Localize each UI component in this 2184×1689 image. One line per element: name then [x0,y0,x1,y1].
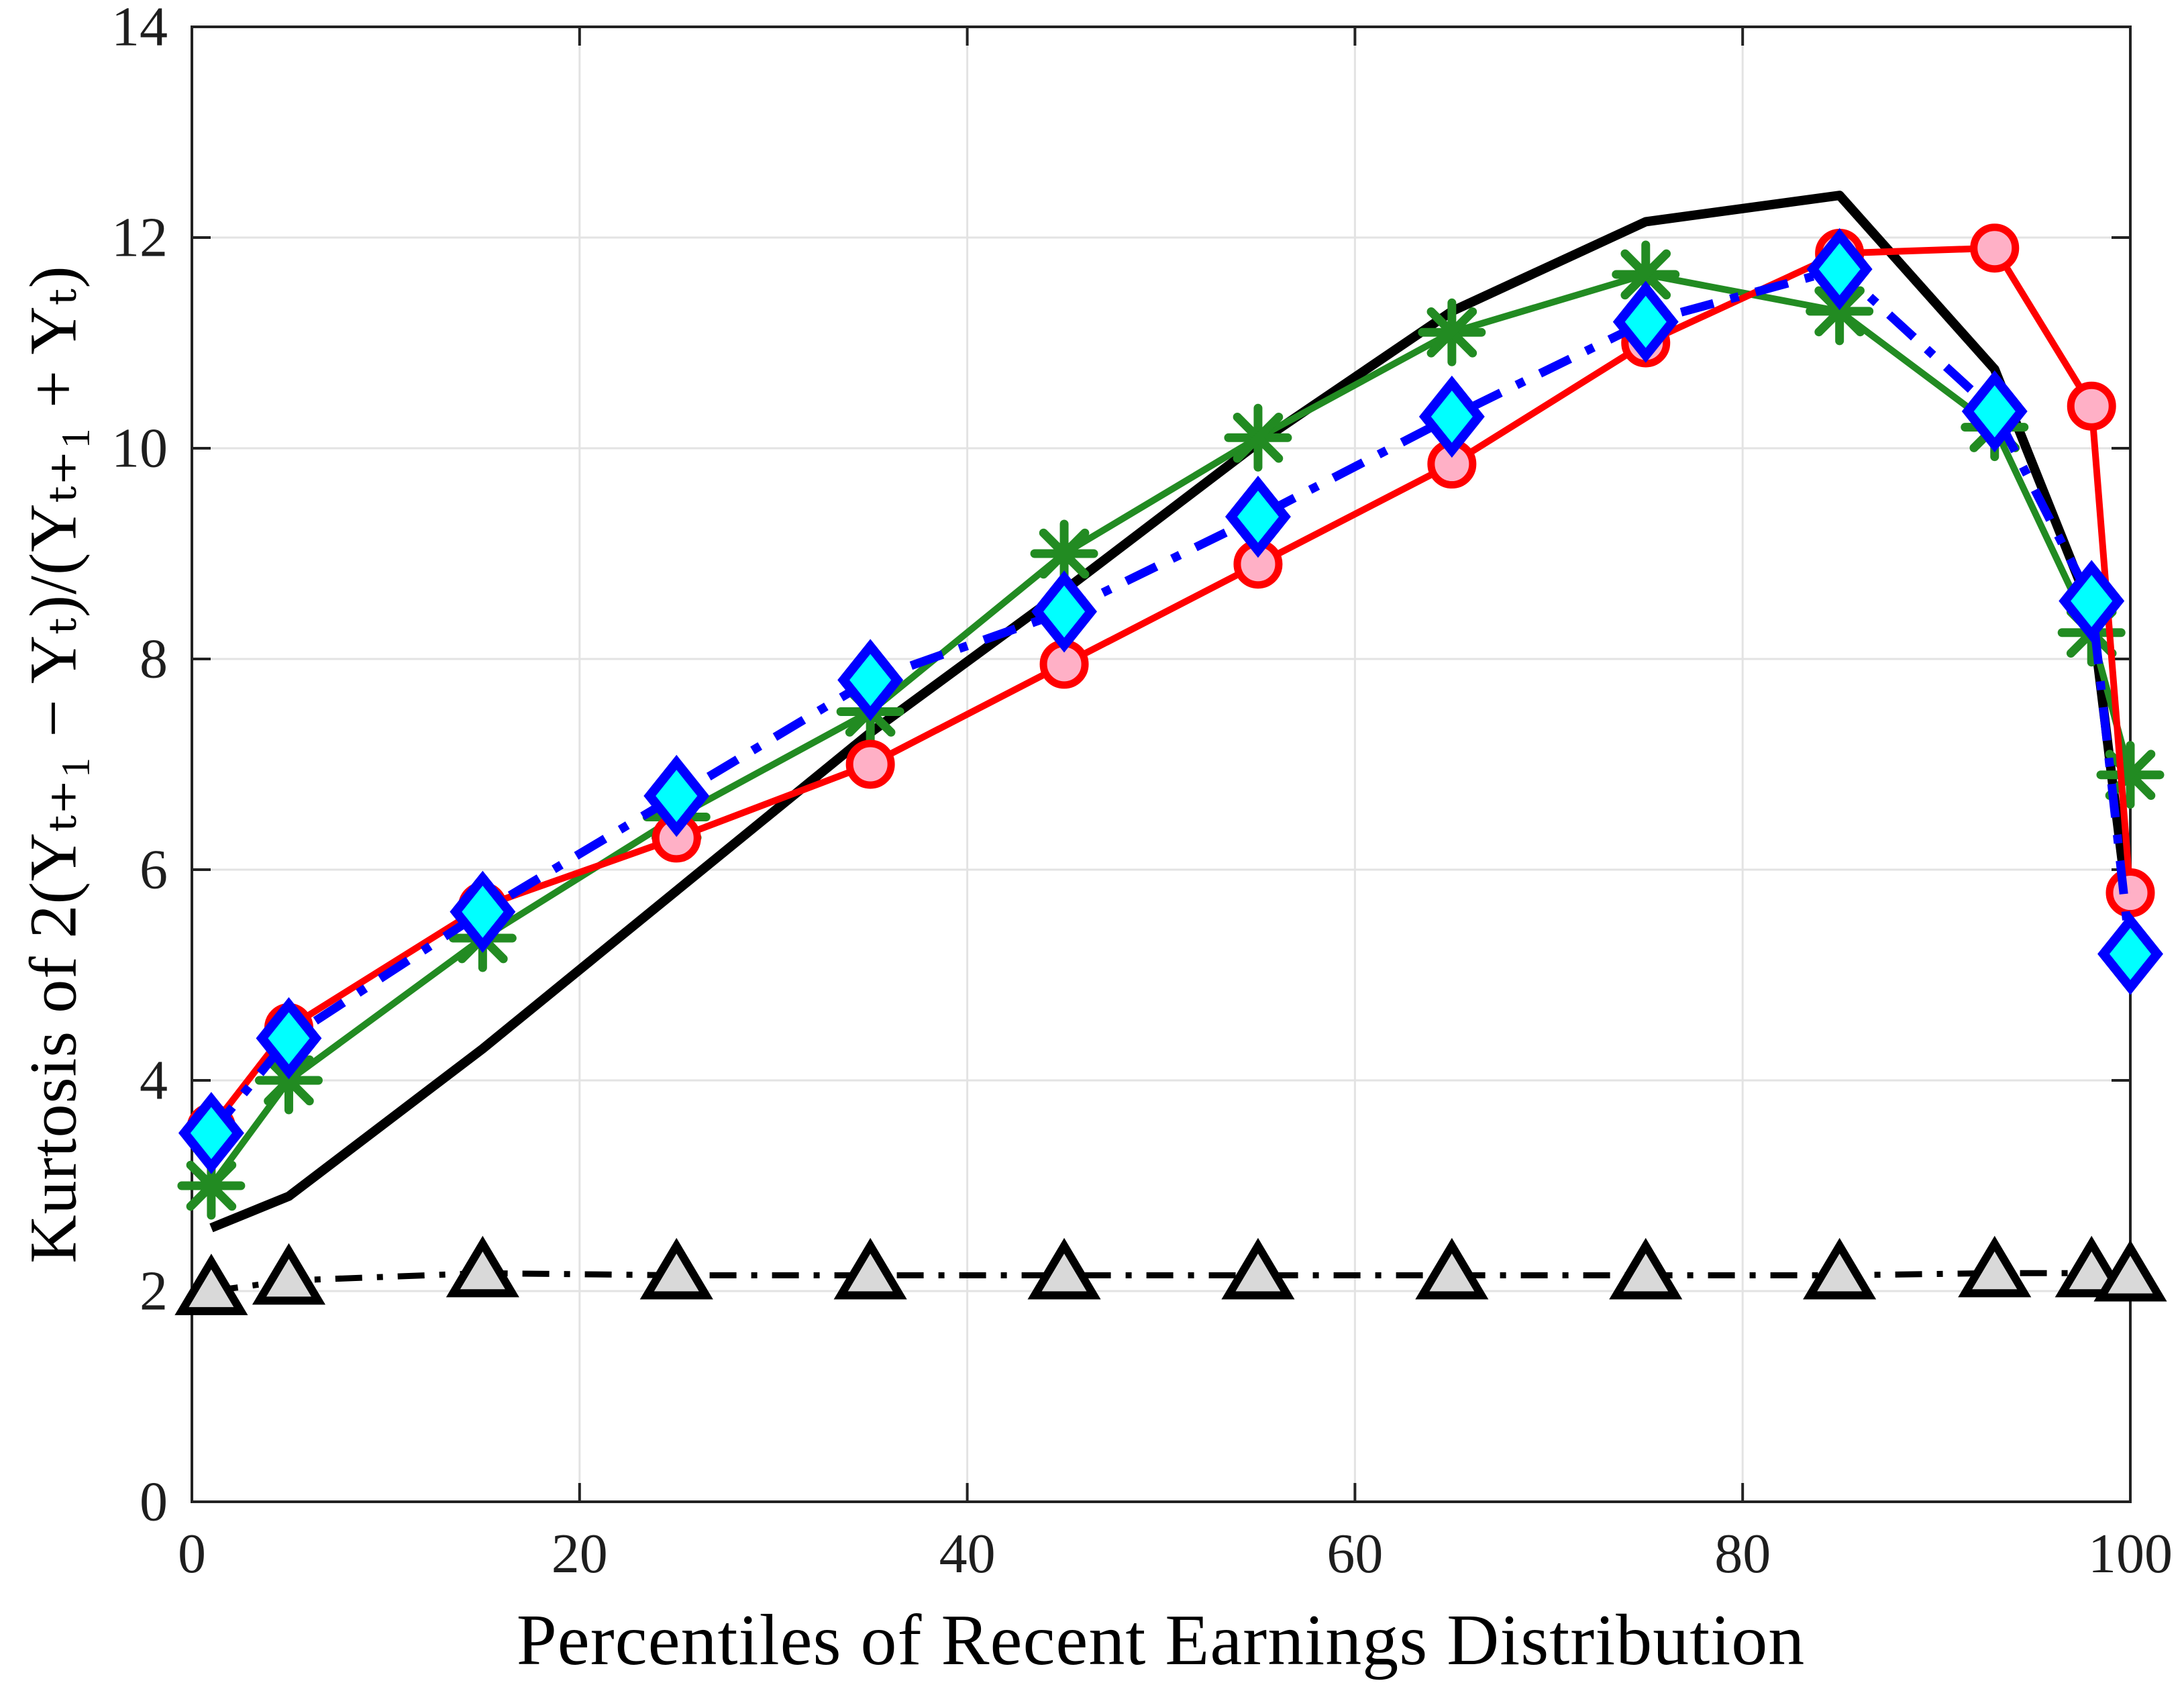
blue-diamond-dashdot-marker [1806,227,1873,311]
x-tick-label: 100 [2088,1523,2173,1585]
y-axis-label: Kurtosis of 2(Yₜ₊₁ − Yₜ)/(Yₜ₊₁ + Yₜ) [15,265,91,1264]
blue-diamond-dashdot-marker [2097,913,2163,995]
y-tick-label: 0 [140,1471,168,1533]
green-asterisk-solid-marker [1233,413,1284,463]
x-axis-label: Percentiles of Recent Earnings Distribut… [516,1600,1806,1680]
red-circle-solid-marker [2105,868,2155,918]
gray-triangle-dashdot-marker [639,1237,713,1300]
gray-triangle-dashdot-marker [833,1237,907,1300]
blue-diamond-dashdot-marker [1961,370,2028,453]
gray-triangle-dashdot-marker [174,1253,248,1315]
y-tick-label: 14 [111,0,168,58]
series-blue-diamond-dashdot [178,227,2163,1174]
x-tick-label: 60 [1327,1523,1383,1585]
x-tick-label: 40 [939,1523,996,1585]
y-tick-label: 10 [111,417,168,480]
blue-diamond-dashdot-marker [643,754,710,837]
x-tick-label: 80 [1714,1523,1771,1585]
blue-diamond-dashdot-marker [1612,280,1679,363]
gray-triangle-dashdot-marker [446,1235,519,1298]
blue-diamond-dashdot-marker [2059,560,2125,642]
blue-diamond-dashdot-marker [1031,570,1098,653]
y-tick-label: 8 [140,628,168,690]
gray-triangle-dashdot-marker [2093,1239,2167,1302]
gray-triangle-dashdot-marker [1609,1237,1683,1300]
blue-diamond-dashdot-marker [1225,475,1291,558]
gray-triangle-dashdot-marker [1803,1237,1877,1300]
gray-triangle-dashdot-marker [1958,1235,2032,1298]
y-tick-label: 2 [140,1260,168,1323]
x-tick-label: 0 [178,1523,206,1585]
blue-diamond-dashdot-marker [450,870,516,954]
blue-diamond-dashdot-marker [256,996,322,1080]
blue-diamond-dashdot-marker [837,639,904,721]
green-asterisk-solid-marker [1426,307,1477,358]
gray-triangle-dashdot-marker [252,1243,326,1305]
y-tick-label: 12 [111,207,168,269]
blue-diamond-dashdot-marker [178,1092,244,1174]
series-gray-triangle-dashdot [174,1235,2167,1315]
red-circle-solid-marker [845,739,895,789]
green-asterisk-solid-marker [1620,249,1671,300]
y-tick-label: 6 [140,839,168,901]
x-tick-label: 20 [552,1523,608,1585]
green-asterisk-solid-marker [1039,528,1090,579]
gray-triangle-dashdot-marker [1221,1237,1295,1300]
green-asterisk-solid-marker [264,1055,314,1106]
blue-diamond-dashdot-marker [1418,375,1485,458]
gray-triangle-dashdot-marker [1027,1237,1101,1300]
green-asterisk-solid-marker [186,1160,237,1211]
green-asterisk-solid-marker [1814,286,1865,337]
red-circle-solid-marker [2067,381,2116,431]
y-tick-label: 4 [140,1050,168,1112]
red-circle-solid-marker [1970,223,2020,273]
gray-triangle-dashdot-marker [1415,1237,1489,1300]
